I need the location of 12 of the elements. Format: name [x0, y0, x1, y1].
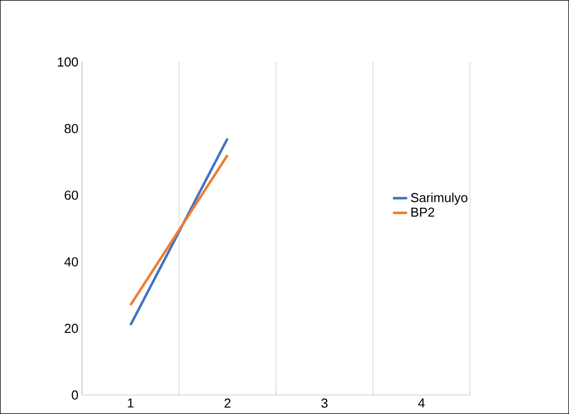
- y-tick-label: 40: [64, 257, 78, 266]
- y-tick-label: 0: [72, 390, 78, 400]
- x-tick-label: 1: [128, 398, 134, 408]
- x-tick-label: 3: [321, 398, 328, 408]
- y-tick-label: 100: [58, 57, 78, 67]
- y-tick-label: 80: [64, 124, 78, 134]
- x-tick-label: 2: [224, 398, 230, 408]
- legend-label: Sarimulyo: [410, 192, 468, 205]
- x-tick-label: 4: [418, 398, 425, 408]
- y-tick-label: 60: [64, 190, 78, 200]
- y-tick-label: 20: [64, 324, 78, 333]
- legend-label: BP2: [411, 208, 434, 217]
